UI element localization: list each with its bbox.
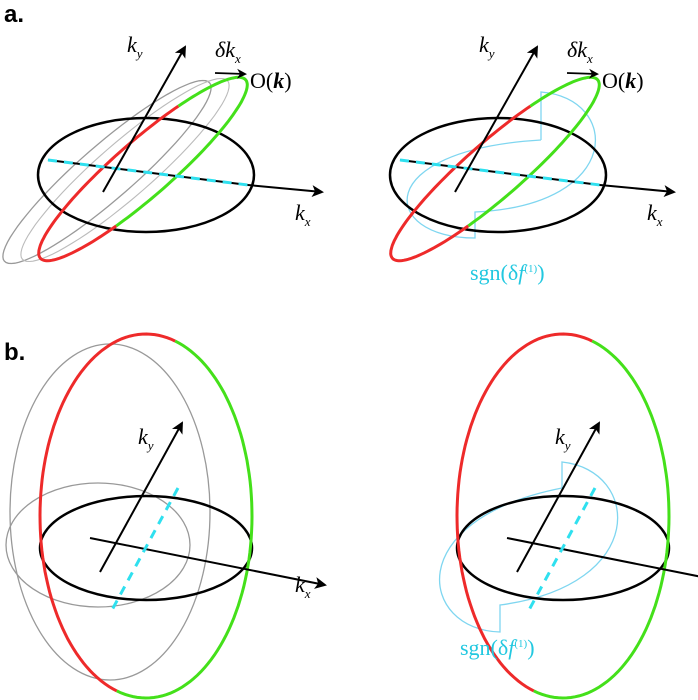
sign-close: ) — [527, 635, 534, 660]
ky-label-sub: y — [135, 46, 143, 61]
kx-label: kx — [295, 572, 311, 601]
sign-open: sgn(δ — [470, 260, 518, 285]
fermi-surface — [388, 116, 608, 234]
kx-label-sub: x — [656, 214, 663, 229]
response-label: O(k) — [250, 68, 292, 93]
sign-curve — [406, 91, 597, 239]
shifted-surface — [20, 77, 230, 263]
positive-arc — [533, 339, 671, 700]
response-label: O(k) — [602, 68, 644, 93]
ky-label-base: k — [127, 32, 138, 57]
kx-axis — [247, 184, 324, 198]
response-close: ) — [636, 68, 643, 93]
shift-arrow — [566, 68, 599, 79]
ky-axis — [454, 45, 538, 193]
ky-axis-cyan — [527, 487, 597, 611]
kx-label-base: k — [295, 200, 306, 225]
ky-label-sub: y — [146, 438, 154, 453]
response-open: O( — [250, 68, 273, 93]
ky-axis — [516, 421, 600, 573]
sign-open: sgn(δ — [460, 635, 508, 660]
kx-label: kx — [647, 200, 663, 229]
ky-label-sub: y — [563, 438, 571, 453]
ky-label: ky — [479, 32, 495, 61]
shift-label: δkx — [567, 37, 593, 66]
negative-arc — [455, 332, 593, 693]
sign-curve — [439, 461, 619, 633]
response-open: O( — [602, 68, 625, 93]
shift-label: δkx — [215, 37, 241, 66]
negative-arc — [38, 332, 176, 693]
negative-arc — [389, 104, 532, 263]
kx-axis — [506, 537, 698, 578]
sign-f: f — [518, 260, 527, 285]
ky-label-base: k — [479, 32, 490, 57]
negative-arc — [37, 104, 180, 263]
response-close: ) — [284, 68, 291, 93]
sign-sup: (1) — [514, 638, 527, 650]
kx-axis — [599, 184, 676, 198]
ky-axis — [99, 421, 183, 573]
sign-label: sgn(δf(1)) — [470, 260, 545, 285]
ky-label: ky — [127, 32, 143, 61]
kx-label-base: k — [647, 200, 658, 225]
response-k: k — [273, 68, 284, 93]
shift-label-sub: x — [234, 51, 241, 66]
ky-label-sub: y — [487, 46, 495, 61]
sign-label: sgn(δf(1)) — [460, 635, 535, 660]
sign-close: ) — [537, 260, 544, 285]
ky-label: ky — [138, 424, 154, 453]
positive-arc — [116, 339, 254, 700]
ky-label: ky — [555, 424, 571, 453]
kx-axis-cyan — [47, 158, 249, 187]
panel-label: b. — [4, 339, 25, 366]
sign-f: f — [508, 635, 517, 660]
ky-label-base: k — [555, 424, 566, 449]
shift-arrow — [214, 68, 247, 79]
shift-label-sub: x — [586, 51, 593, 66]
sign-sup: (1) — [524, 263, 537, 275]
kx-label-base: k — [295, 572, 306, 597]
shift-label-base: δk — [215, 37, 236, 62]
positive-arc — [467, 75, 601, 228]
response-k: k — [625, 68, 636, 93]
ky-axis-cyan — [110, 487, 180, 611]
fermi-surface — [38, 494, 254, 602]
shifted-surface — [2, 79, 212, 265]
shift-label-base: δk — [567, 37, 588, 62]
positive-arc — [115, 75, 249, 228]
kx-label: kx — [295, 200, 311, 229]
ky-axis — [102, 45, 186, 193]
kx-label-sub: x — [304, 214, 311, 229]
shifted-surface — [5, 482, 191, 608]
kx-axis-cyan — [399, 158, 601, 187]
panel-label: a. — [4, 1, 24, 28]
fermi-surface — [36, 116, 256, 234]
kx-axis — [89, 537, 327, 589]
ky-label-base: k — [138, 424, 149, 449]
fermi-surface — [455, 494, 671, 602]
kx-label-sub: x — [304, 586, 311, 601]
